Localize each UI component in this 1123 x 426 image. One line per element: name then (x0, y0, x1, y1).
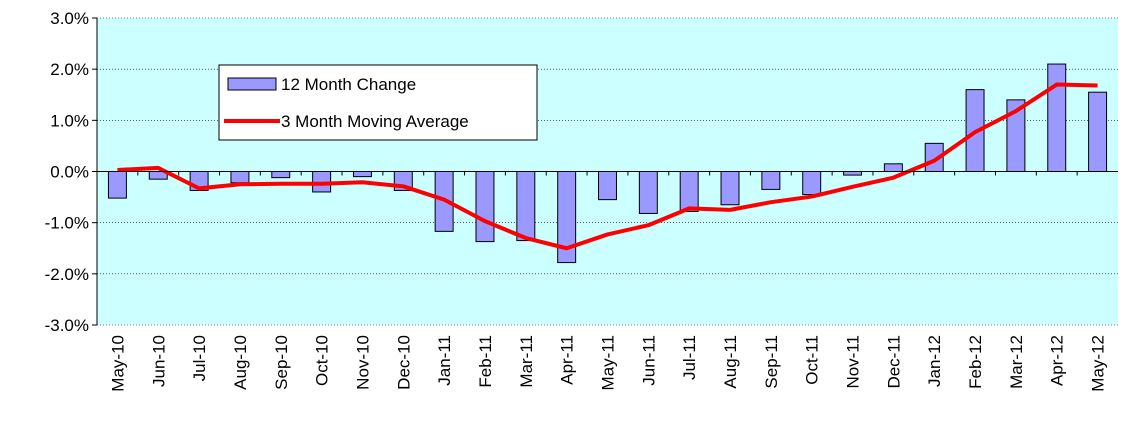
x-tick-label: May-10 (108, 335, 127, 392)
legend-swatch (227, 77, 277, 91)
x-tick-label: Mar-11 (517, 335, 536, 388)
x-tick-label: Aug-10 (231, 335, 250, 390)
y-tick-label: 0.0% (50, 163, 89, 182)
x-tick-label: Sep-11 (762, 335, 781, 389)
bar (1047, 63, 1067, 172)
x-tick-label: Jan-12 (925, 335, 944, 387)
x-tick-label: Feb-12 (966, 335, 985, 389)
bar (516, 171, 536, 242)
bar (107, 171, 127, 199)
y-tick-label: 2.0% (50, 60, 89, 79)
bar (271, 171, 291, 179)
legend-label: 12 Month Change (281, 75, 416, 94)
legend-label: 3 Month Moving Average (281, 112, 469, 131)
x-tick-label: Dec-11 (884, 335, 903, 389)
x-tick-label: May-12 (1089, 335, 1108, 392)
x-tick-label: Sep-10 (272, 335, 291, 390)
x-tick-label: Mar-12 (1007, 335, 1026, 389)
bar (352, 171, 372, 178)
x-tick-label: Apr-12 (1048, 335, 1067, 386)
bar (679, 171, 699, 212)
y-tick-label: 1.0% (50, 111, 89, 130)
x-tick-label: Dec-10 (394, 335, 413, 390)
x-tick-label: Aug-11 (721, 335, 740, 389)
line (117, 82, 1098, 251)
bar (802, 171, 822, 196)
x-tick-label: Jan-11 (435, 335, 454, 386)
y-tick-label: -3.0% (45, 316, 89, 335)
bar (720, 171, 740, 206)
x-tick-label: Nov-11 (844, 335, 863, 389)
bar (1088, 91, 1108, 172)
x-tick-label: Apr-11 (558, 335, 577, 385)
bar (230, 171, 250, 184)
x-tick-label: May-11 (599, 335, 618, 390)
bar (475, 171, 495, 243)
bar (638, 171, 658, 214)
x-tick-label: Feb-11 (476, 335, 495, 388)
x-tick-label: Jun-11 (639, 335, 658, 386)
y-tick-label: 3.0% (50, 9, 89, 28)
x-tick-label: Jun-10 (149, 335, 168, 387)
bar (761, 171, 781, 190)
x-tick-label: Oct-10 (313, 335, 332, 386)
x-tick-label: Nov-10 (353, 335, 372, 390)
bar (843, 171, 863, 176)
bar (883, 163, 903, 172)
y-tick-label: -2.0% (45, 265, 89, 284)
y-tick-label: -1.0% (45, 214, 89, 233)
x-tick-label: Jul-11 (680, 335, 699, 380)
x-tick-label: Jul-10 (190, 335, 209, 381)
bar (598, 171, 617, 201)
x-tick-label: Oct-11 (803, 335, 822, 385)
